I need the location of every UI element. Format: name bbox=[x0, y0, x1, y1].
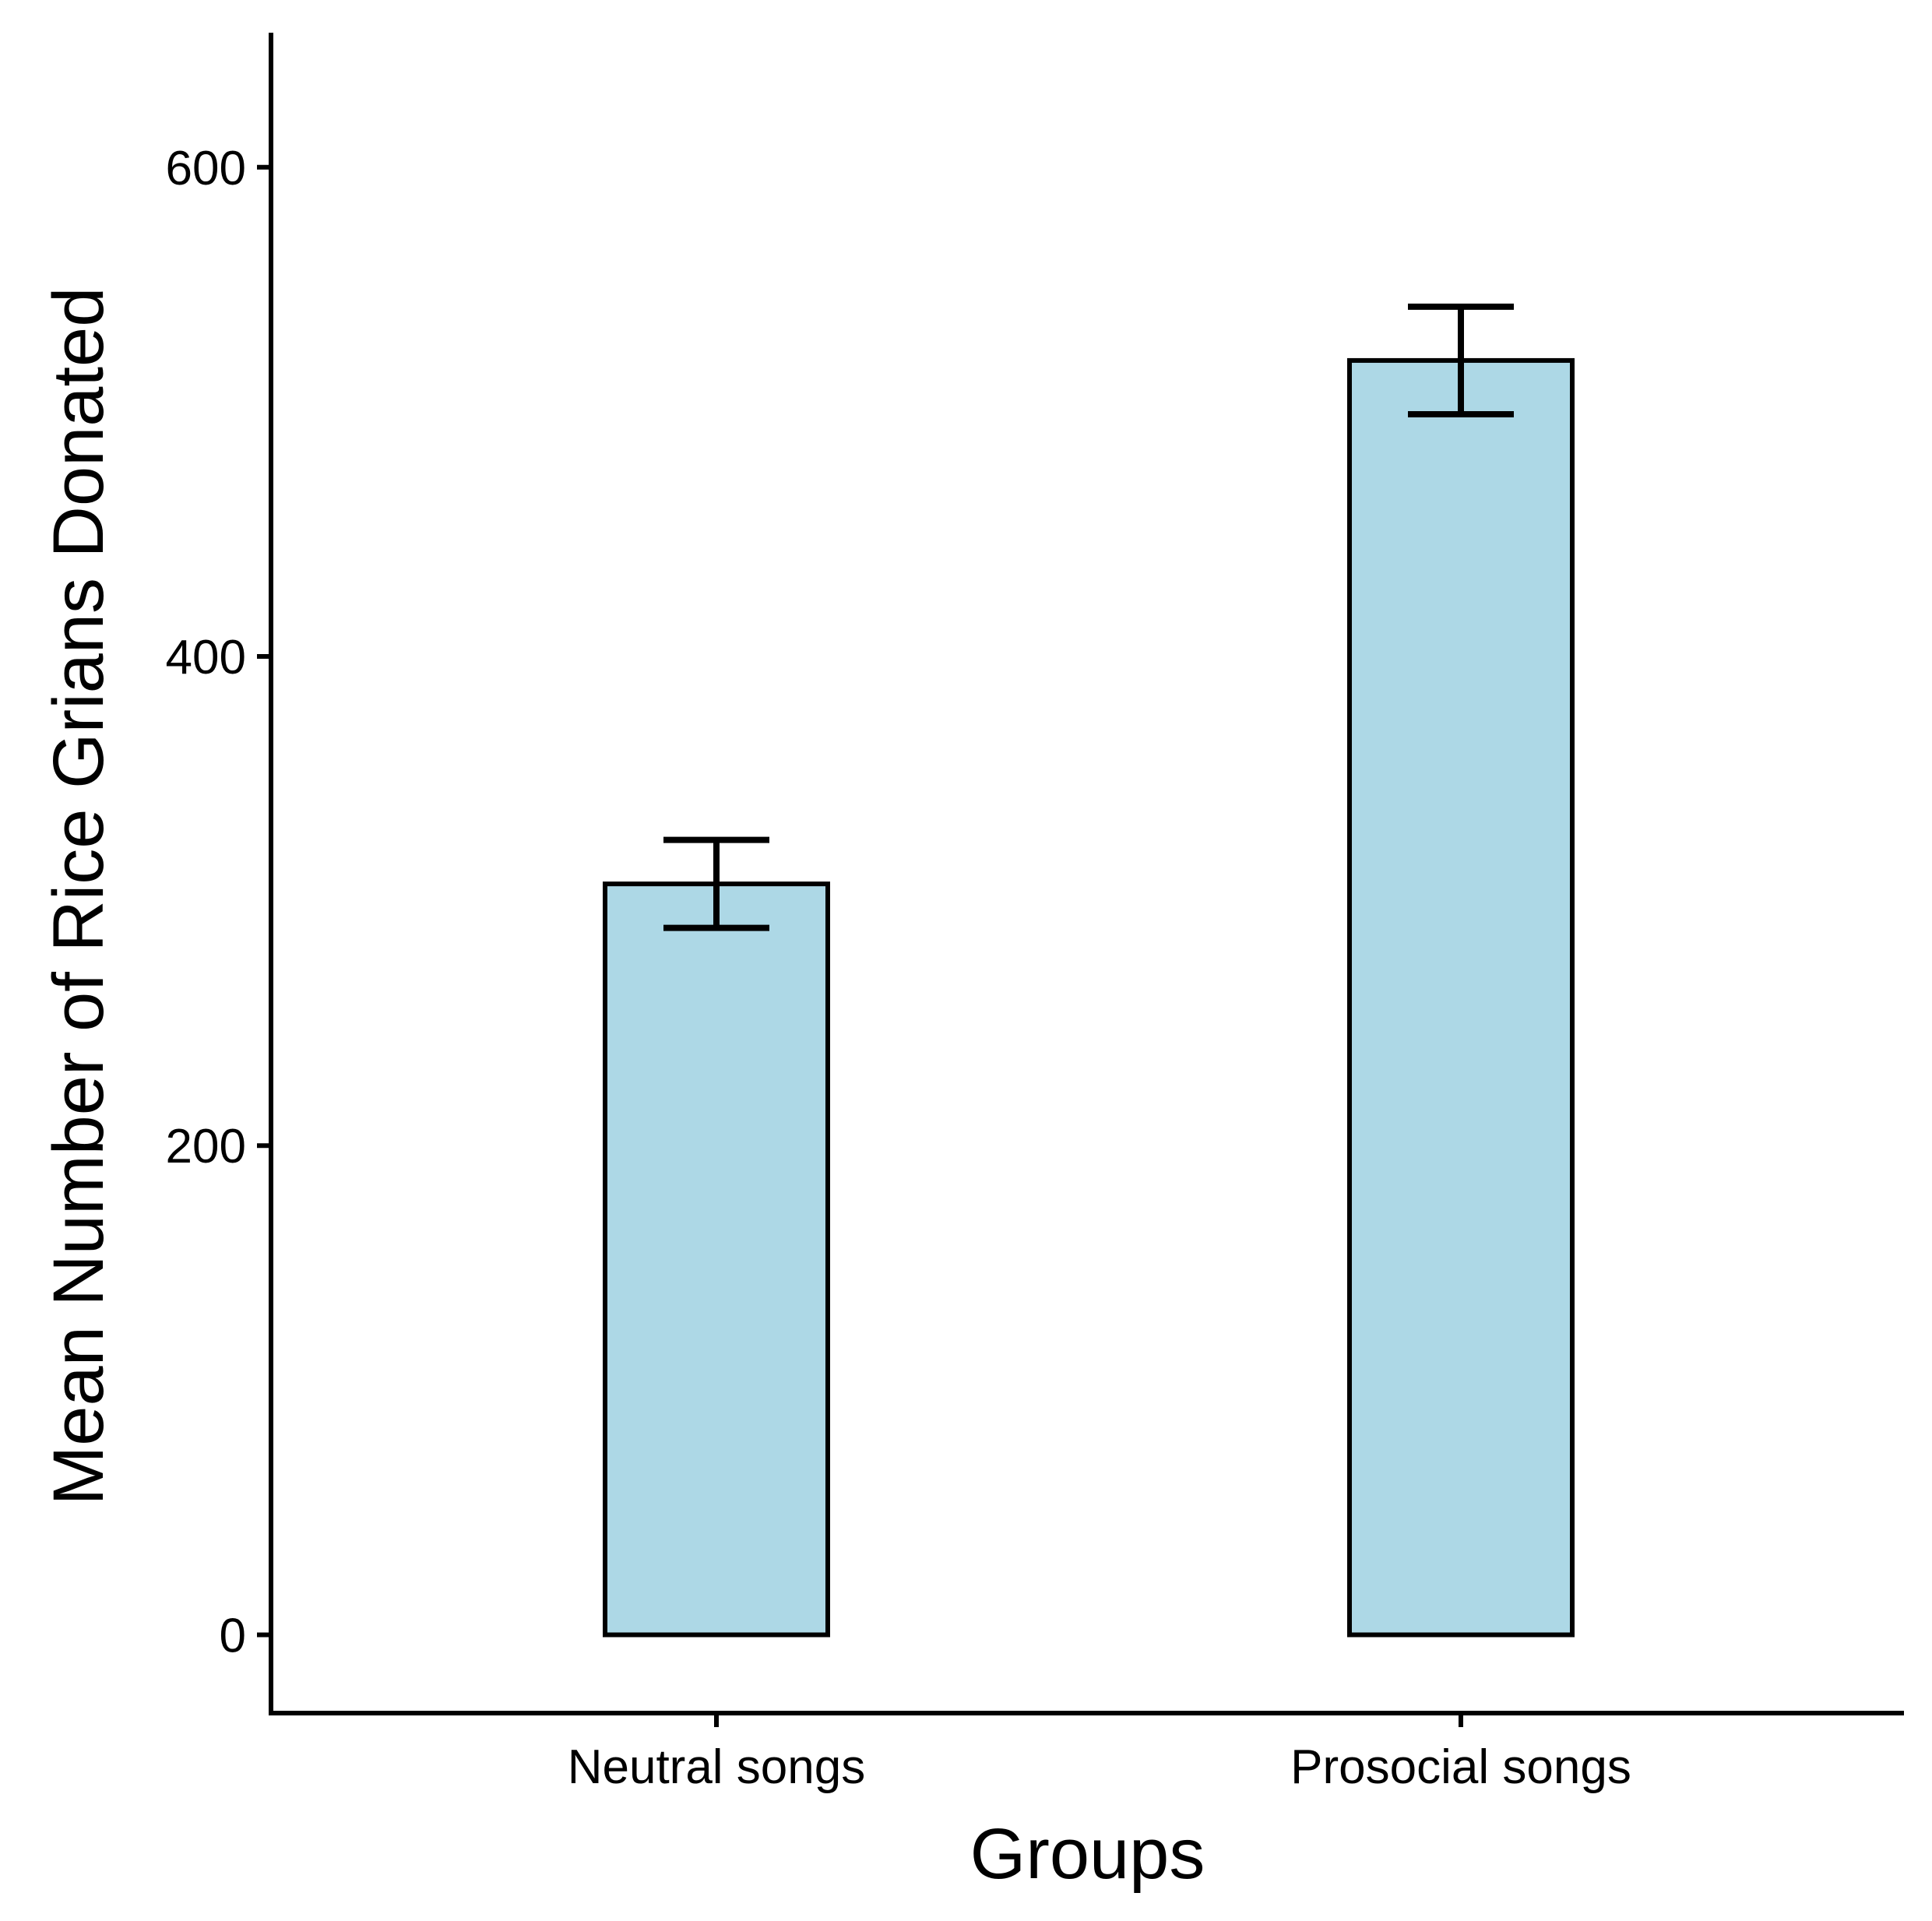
x-ticks: Neutral songs Prosocial songs bbox=[568, 1713, 1631, 1794]
y-tick-label: 400 bbox=[166, 631, 246, 684]
error-bar bbox=[1408, 303, 1514, 418]
error-bar bbox=[663, 836, 769, 931]
y-tick-label: 0 bbox=[220, 1609, 246, 1662]
y-tick-label: 200 bbox=[166, 1120, 246, 1173]
x-axis-title: Groups bbox=[970, 1814, 1205, 1894]
bar-neutral-songs bbox=[603, 881, 830, 1638]
bar-prosocial-songs bbox=[1347, 357, 1575, 1638]
y-tick-label: 600 bbox=[166, 142, 246, 195]
plot-area bbox=[603, 303, 1575, 1638]
x-tick-label: Prosocial songs bbox=[1290, 1740, 1631, 1794]
y-ticks: 0 200 400 600 bbox=[166, 142, 271, 1662]
y-axis-title: Mean Number of Rice Grians Donated bbox=[39, 287, 118, 1506]
x-tick-label: Neutral songs bbox=[568, 1740, 866, 1794]
axes bbox=[269, 33, 1904, 1715]
